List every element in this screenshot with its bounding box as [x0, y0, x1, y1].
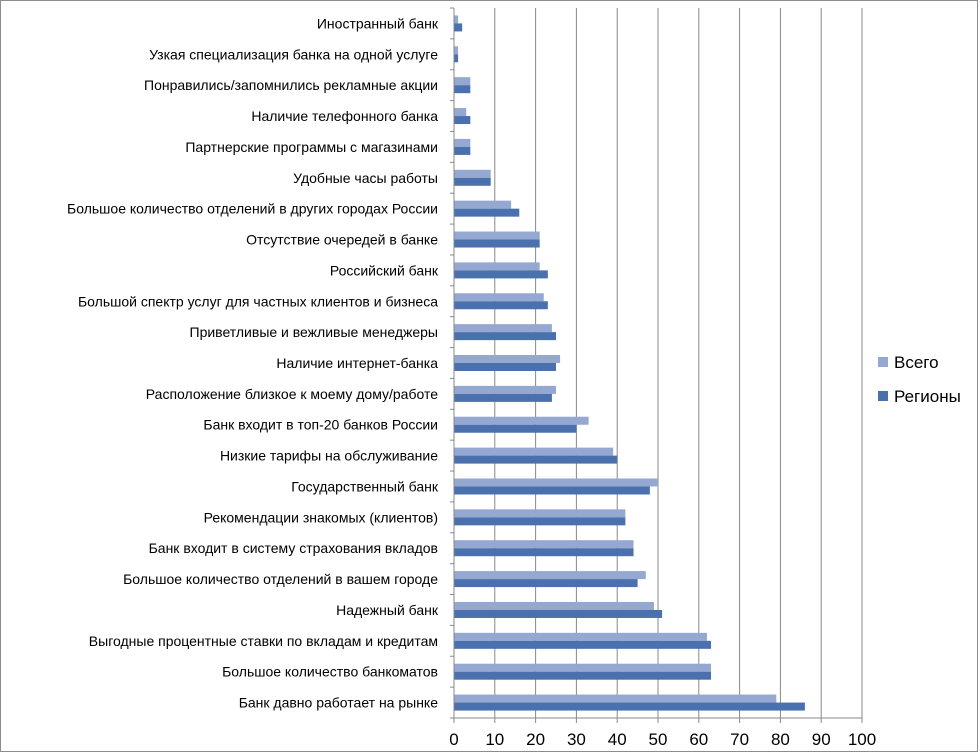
category-label: Банк давно работает на рынке [239, 695, 439, 711]
bar-regions [454, 548, 634, 557]
bar-regions [454, 393, 552, 402]
bar-regions [454, 239, 540, 248]
bar-regions [454, 579, 638, 588]
category-labels: Иностранный банк Узкая специализация банк… [67, 15, 439, 710]
legend-label: Регионы [894, 387, 961, 406]
bar-regions [454, 609, 663, 618]
bar-total [454, 632, 707, 641]
bar-total [454, 231, 540, 240]
bar-total [454, 694, 777, 703]
bar-total [454, 540, 634, 549]
bar-total [454, 15, 459, 24]
category-label: Банк входит в систему страхования вкладо… [149, 540, 438, 556]
category-label: Рекомендации знакомых (клиентов) [204, 509, 438, 525]
bar-regions [454, 208, 520, 217]
bar-total [454, 447, 614, 456]
bars [454, 15, 805, 711]
bar-regions [454, 424, 577, 433]
bar-regions [454, 671, 712, 680]
category-label: Удобные часы работы [293, 170, 438, 186]
x-tick-label: 20 [526, 730, 545, 749]
x-tick-label: 80 [771, 730, 790, 749]
bar-total [454, 478, 658, 487]
category-label: Российский банк [330, 262, 439, 278]
category-label: Большой спектр услуг для частных клиенто… [78, 293, 438, 309]
category-label: Выгодные процентные ставки по вкладам и … [89, 633, 438, 649]
bar-total [454, 200, 512, 209]
category-label: Банк входит в топ-20 банков России [203, 417, 438, 433]
bar-total [454, 293, 544, 302]
x-tick-label: 70 [730, 730, 749, 749]
bar-total [454, 77, 471, 86]
x-tick-label: 50 [649, 730, 668, 749]
bar-regions [454, 23, 463, 32]
bar-total [454, 663, 712, 672]
x-tick-label: 100 [848, 730, 876, 749]
bar-regions [454, 455, 618, 464]
bar-total [454, 138, 471, 147]
legend: Всего Регионы [878, 353, 961, 406]
bar-regions [454, 702, 805, 711]
x-tick-label: 90 [812, 730, 831, 749]
bar-regions [454, 54, 459, 63]
category-label: Государственный банк [291, 478, 439, 494]
bar-total [454, 46, 459, 55]
category-label: Узкая специализация банка на одной услуг… [149, 46, 438, 62]
bar-total [454, 262, 540, 271]
bar-regions [454, 486, 650, 495]
category-label: Низкие тарифы на обслуживание [220, 448, 438, 464]
x-tick-label: 10 [485, 730, 504, 749]
category-label: Наличие телефонного банка [251, 108, 438, 124]
category-label: Большое количество отделений в вашем гор… [123, 571, 438, 587]
category-label: Большое количество отделений в других го… [67, 201, 438, 217]
gridlines [494, 8, 863, 718]
category-label: Приветливые и вежливые менеджеры [190, 324, 438, 340]
legend-swatch [878, 391, 888, 401]
x-tick-label: 0 [449, 730, 458, 749]
bar-regions [454, 116, 471, 125]
x-tick-label: 30 [567, 730, 586, 749]
bar-total [454, 601, 654, 610]
x-tick-label: 40 [608, 730, 627, 749]
bar-total [454, 509, 626, 518]
category-label: Партнерские программы с магазинами [185, 139, 438, 155]
bar-total [454, 355, 561, 363]
bar-regions [454, 146, 471, 155]
category-label: Большое количество банкоматов [222, 664, 438, 680]
x-tick-label: 60 [689, 730, 708, 749]
bar-regions [454, 85, 471, 94]
bar-regions [454, 517, 626, 526]
bar-total [454, 416, 589, 425]
axes [450, 7, 863, 723]
bar-regions [454, 301, 548, 310]
bar-total [454, 385, 556, 394]
bar-regions [454, 640, 712, 649]
tick-labels: 0 10 20 30 40 50 60 70 80 90 100 [449, 730, 876, 749]
bar-regions [454, 177, 491, 186]
legend-swatch [878, 357, 888, 367]
bar-regions [454, 363, 556, 371]
bar-total [454, 169, 491, 178]
category-label: Расположение близкое к моему дому/работе [146, 386, 438, 402]
bar-total [454, 324, 552, 333]
category-label: Иностранный банк [317, 15, 439, 31]
bar-regions [454, 270, 548, 279]
legend-label: Всего [894, 353, 939, 372]
category-label: Понравились/запомнились рекламные акции [144, 77, 438, 93]
bar-regions [454, 332, 556, 341]
category-label: Отсутствие очередей в банке [246, 232, 438, 248]
bar-total [454, 108, 467, 117]
category-label: Наличие интернет-банка [276, 355, 438, 371]
bar-total [454, 571, 646, 580]
category-label: Надежный банк [336, 602, 439, 618]
